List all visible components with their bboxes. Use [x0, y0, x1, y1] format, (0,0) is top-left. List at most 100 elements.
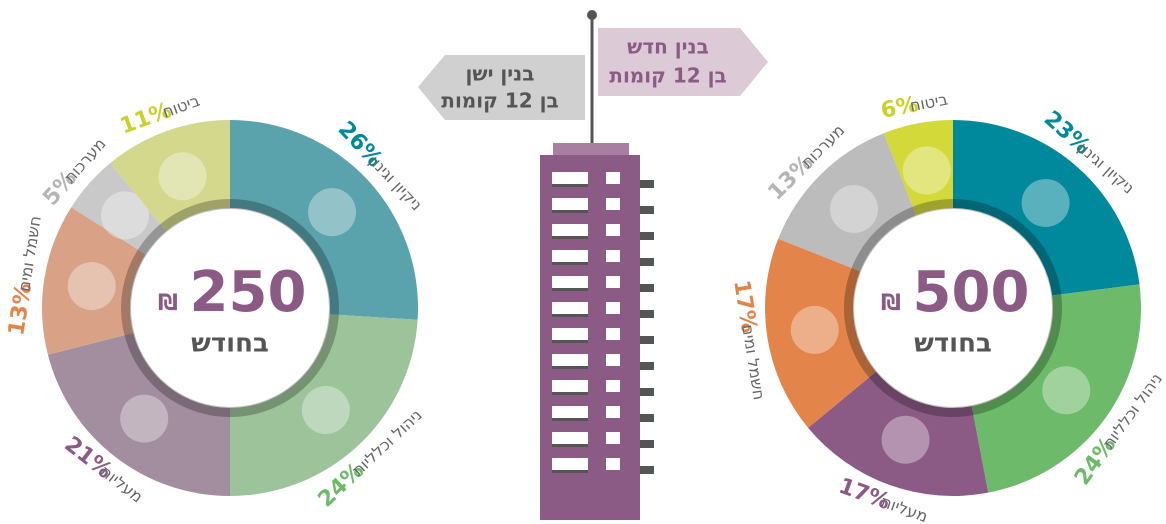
balcony: [640, 336, 654, 344]
category-label: מעליות: [879, 491, 931, 524]
pie-slice: [883, 120, 953, 216]
window: [606, 224, 620, 236]
balcony: [640, 414, 654, 422]
center-value: 500: [913, 260, 1030, 325]
window: [606, 250, 620, 262]
pie-slice: [110, 120, 230, 231]
balcony: [640, 440, 654, 448]
window: [552, 224, 588, 236]
pie-slice: [971, 284, 1142, 493]
window: [606, 380, 620, 392]
sign-new: [598, 28, 768, 96]
window: [606, 458, 620, 470]
window: [606, 276, 620, 288]
pie-slice: [808, 371, 989, 496]
sign-title: בנין ישן: [466, 62, 535, 86]
window: [552, 302, 588, 314]
pie-slice: [230, 314, 418, 496]
balcony: [640, 466, 654, 474]
inner-ring: [844, 199, 1062, 417]
balcony: [640, 388, 654, 396]
center-value: 250: [190, 260, 307, 325]
balcony: [640, 206, 654, 214]
center: [861, 216, 1045, 400]
sill: [552, 392, 588, 395]
window: [552, 172, 588, 184]
window: [552, 354, 588, 366]
window: [552, 380, 588, 392]
pie-slice: [42, 207, 146, 355]
building: [418, 10, 768, 520]
sill: [552, 470, 588, 473]
window: [606, 354, 620, 366]
currency: ₪: [881, 291, 901, 316]
pie-slice: [230, 120, 418, 320]
sign-old: [418, 55, 585, 120]
slice-label: חשמל ומים17%: [728, 278, 772, 401]
icon: [902, 146, 951, 195]
balcony: [640, 232, 654, 240]
window: [606, 432, 620, 444]
window: [552, 432, 588, 444]
pie-slice: [71, 163, 167, 255]
roof: [553, 143, 629, 157]
sill: [552, 314, 588, 317]
sill: [552, 288, 588, 291]
pie-slice: [764, 238, 876, 428]
window: [552, 198, 588, 210]
sill: [552, 366, 588, 369]
slice-label: ביטוח6%: [879, 87, 950, 124]
icon: [301, 386, 350, 435]
center: [138, 216, 322, 400]
windows: [552, 172, 654, 474]
icon: [881, 415, 930, 464]
sign-subtitle: בן 12 קומות: [441, 89, 558, 113]
balcony: [640, 362, 654, 370]
icon: [1042, 366, 1091, 415]
category-label: ביטוח: [160, 90, 202, 121]
icon: [308, 188, 357, 237]
sign-title: בנין חדש: [627, 35, 709, 59]
balcony: [640, 284, 654, 292]
center-label: בחודש: [914, 329, 992, 359]
window: [606, 406, 620, 418]
sill: [552, 262, 588, 265]
icon: [830, 185, 879, 234]
slice-label: חשמל ומים13%: [4, 214, 48, 337]
sill: [552, 210, 588, 213]
pole-top: [587, 10, 597, 20]
window: [552, 250, 588, 262]
icon: [67, 262, 116, 311]
balcony: [640, 310, 654, 318]
inner-ring: [121, 199, 339, 417]
window: [552, 406, 588, 418]
balcony: [640, 258, 654, 266]
icon: [790, 305, 839, 354]
icon: [100, 191, 149, 240]
sign-subtitle: בן 12 קומות: [609, 64, 726, 88]
sill: [552, 418, 588, 421]
balcony: [640, 180, 654, 188]
window: [552, 276, 588, 288]
sill: [552, 340, 588, 343]
sill: [552, 184, 588, 187]
window: [552, 458, 588, 470]
category-label: חשמל ומים: [739, 323, 770, 401]
category-label: חשמל ומים: [14, 214, 45, 292]
pie-slice: [47, 332, 230, 496]
icon: [120, 394, 169, 443]
sill: [552, 236, 588, 239]
currency: ₪: [158, 291, 178, 316]
icon: [1021, 178, 1070, 227]
icon: [158, 152, 207, 201]
pie-slice: [778, 133, 917, 272]
sill: [552, 444, 588, 447]
window: [606, 198, 620, 210]
center-label: בחודש: [191, 329, 269, 359]
window: [606, 302, 620, 314]
window: [606, 328, 620, 340]
window: [606, 172, 620, 184]
window: [552, 328, 588, 340]
pie-slice: [953, 120, 1140, 296]
